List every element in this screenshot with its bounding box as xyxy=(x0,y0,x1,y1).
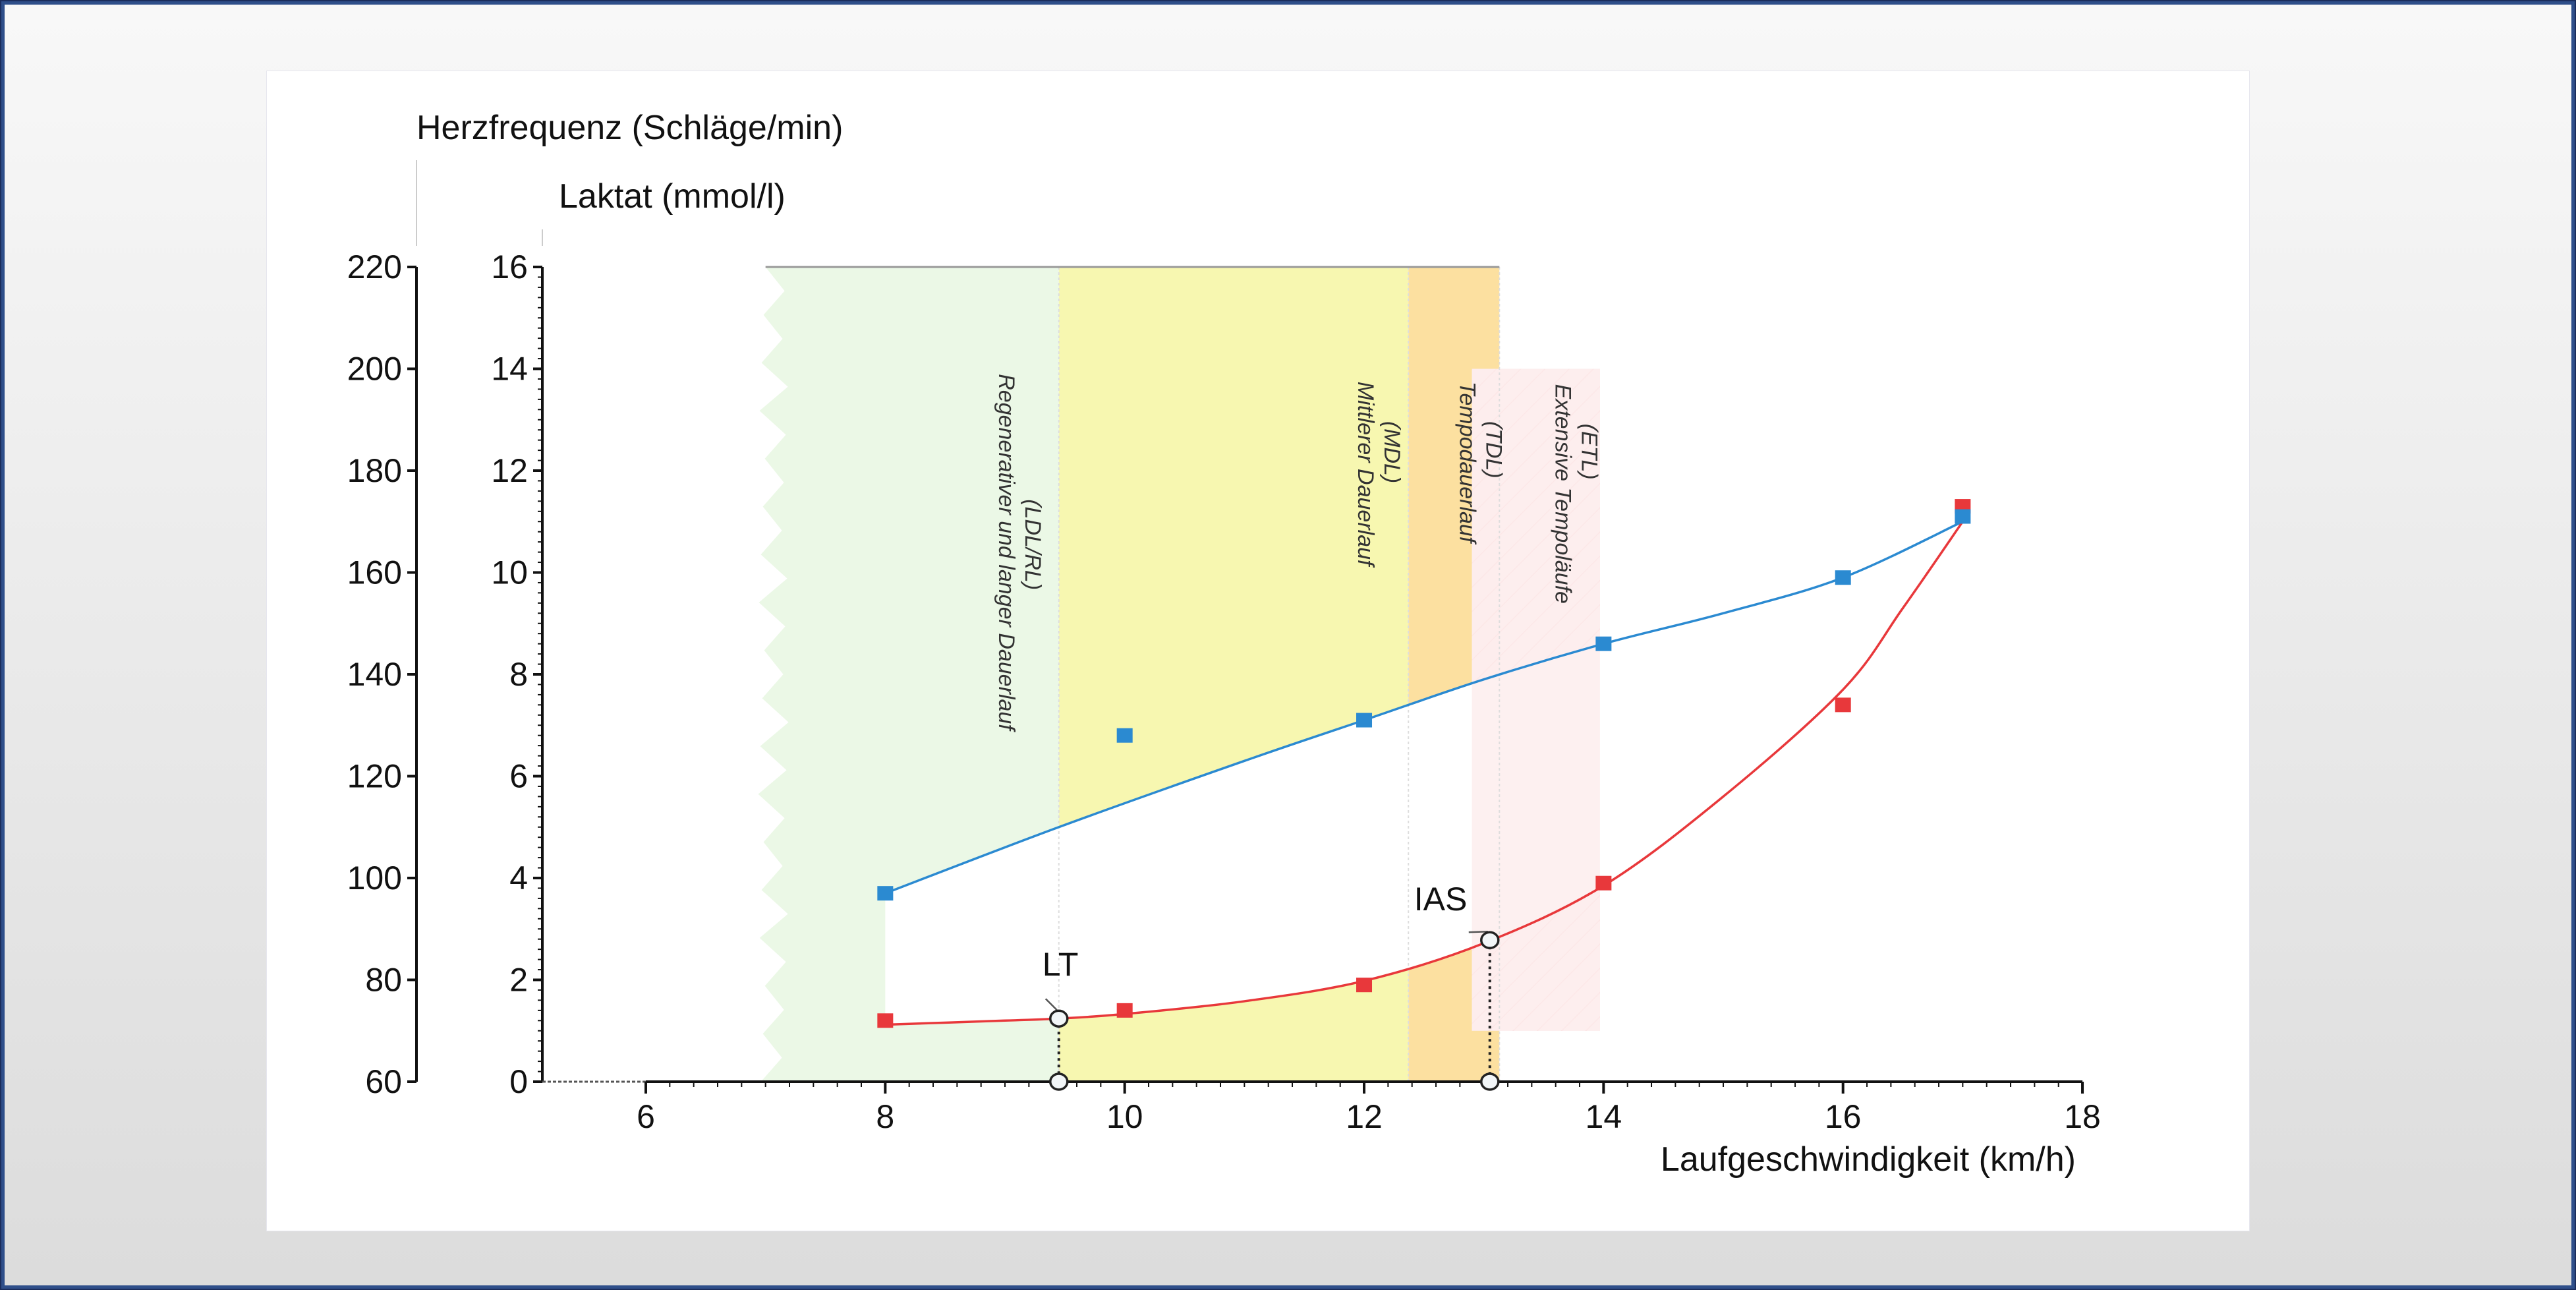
lactate-point xyxy=(1116,1003,1133,1018)
marker-label-lt: LT xyxy=(1043,946,1079,983)
hr-tick-label: 120 xyxy=(347,758,402,795)
heart-rate-point xyxy=(1356,713,1373,728)
marker-axis-point xyxy=(1480,1072,1500,1091)
heart-rate-point xyxy=(1595,636,1612,651)
marker-point xyxy=(1049,1009,1069,1028)
zone-label-etl: Extensive Tempoläufe(ETL) xyxy=(1551,384,1602,604)
hr-tick-label: 140 xyxy=(347,656,402,693)
hr-tick-label: 80 xyxy=(365,962,402,999)
lactate-point xyxy=(1356,978,1373,993)
threshold-markers: LT IAS xyxy=(1043,881,1500,1091)
lactate-heart-rate-chart: Regenerativer und langer Dauerlauf(LDL/R… xyxy=(347,109,2101,1179)
heart-rate-curve xyxy=(884,520,1964,894)
hr-axis-title: Herzfrequenz (Schläge/min) xyxy=(416,109,843,147)
x-tick-label: 10 xyxy=(1106,1098,1143,1135)
x-tick-label: 8 xyxy=(876,1098,894,1135)
hr-tick-label: 100 xyxy=(347,860,402,896)
marker-leader xyxy=(1468,930,1488,933)
heart-rate-point xyxy=(1955,509,1971,524)
marker-label-ias: IAS xyxy=(1414,881,1468,918)
x-axis-title: Laufgeschwindigkeit (km/h) xyxy=(1661,1140,2076,1179)
hr-tick-label: 200 xyxy=(347,351,402,388)
x-tick-label: 14 xyxy=(1586,1098,1622,1135)
hr-tick-label: 220 xyxy=(347,249,402,285)
lactate-tick-label: 10 xyxy=(491,554,528,591)
lactate-tick-label: 4 xyxy=(509,860,528,896)
chart-card: Regenerativer und langer Dauerlauf(LDL/R… xyxy=(266,71,2250,1231)
zone-label-ldl: Regenerativer und langer Dauerlauf(LDL/R… xyxy=(994,374,1045,732)
lactate-tick-label: 8 xyxy=(509,656,528,693)
hr-tick-label: 60 xyxy=(365,1063,402,1100)
hr-tick-label: 180 xyxy=(347,452,402,489)
lactate-point xyxy=(877,1013,894,1028)
data-points xyxy=(877,499,1971,1028)
x-tick-label: 18 xyxy=(2064,1098,2101,1135)
zone-label-tdl: Tempodauerlauf(TDL) xyxy=(1454,382,1506,545)
x-tick-label: 16 xyxy=(1825,1098,1862,1135)
lactate-tick-label: 12 xyxy=(491,452,528,489)
lactate-axis-title: Laktat (mmol/l) xyxy=(559,177,786,216)
heart-rate-point xyxy=(1835,570,1851,585)
heart-rate-point xyxy=(877,886,894,901)
axes: 60 80 100 120 140 160 180 200 220 0 2 4 6 8 10 12 14 16 6 8… xyxy=(347,160,2101,1135)
marker-leader xyxy=(1045,998,1058,1011)
lactate-tick-label: 14 xyxy=(491,351,528,388)
lactate-tick-label: 0 xyxy=(509,1063,528,1100)
x-tick-label: 6 xyxy=(637,1098,655,1135)
marker-point xyxy=(1480,931,1500,949)
lactate-tick-label: 16 xyxy=(491,249,528,285)
heart-rate-point xyxy=(1116,728,1133,743)
zone-label-mdl: Mittlerer Dauerlauf(MDL) xyxy=(1353,382,1404,568)
zone-ldl-band xyxy=(758,267,886,1082)
marker-axis-point xyxy=(1049,1072,1069,1091)
hr-tick-label: 160 xyxy=(347,554,402,591)
lactate-point xyxy=(1835,697,1851,713)
lactate-tick-label: 6 xyxy=(509,758,528,795)
lactate-tick-label: 2 xyxy=(509,962,528,999)
x-tick-label: 12 xyxy=(1346,1098,1383,1135)
lactate-point xyxy=(1595,875,1612,891)
